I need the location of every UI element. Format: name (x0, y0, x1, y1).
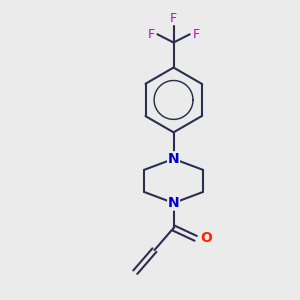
Text: N: N (168, 152, 179, 166)
Text: F: F (147, 28, 155, 41)
Text: F: F (193, 28, 200, 41)
Text: F: F (170, 12, 177, 25)
Text: N: N (168, 196, 179, 210)
Text: O: O (200, 231, 212, 245)
